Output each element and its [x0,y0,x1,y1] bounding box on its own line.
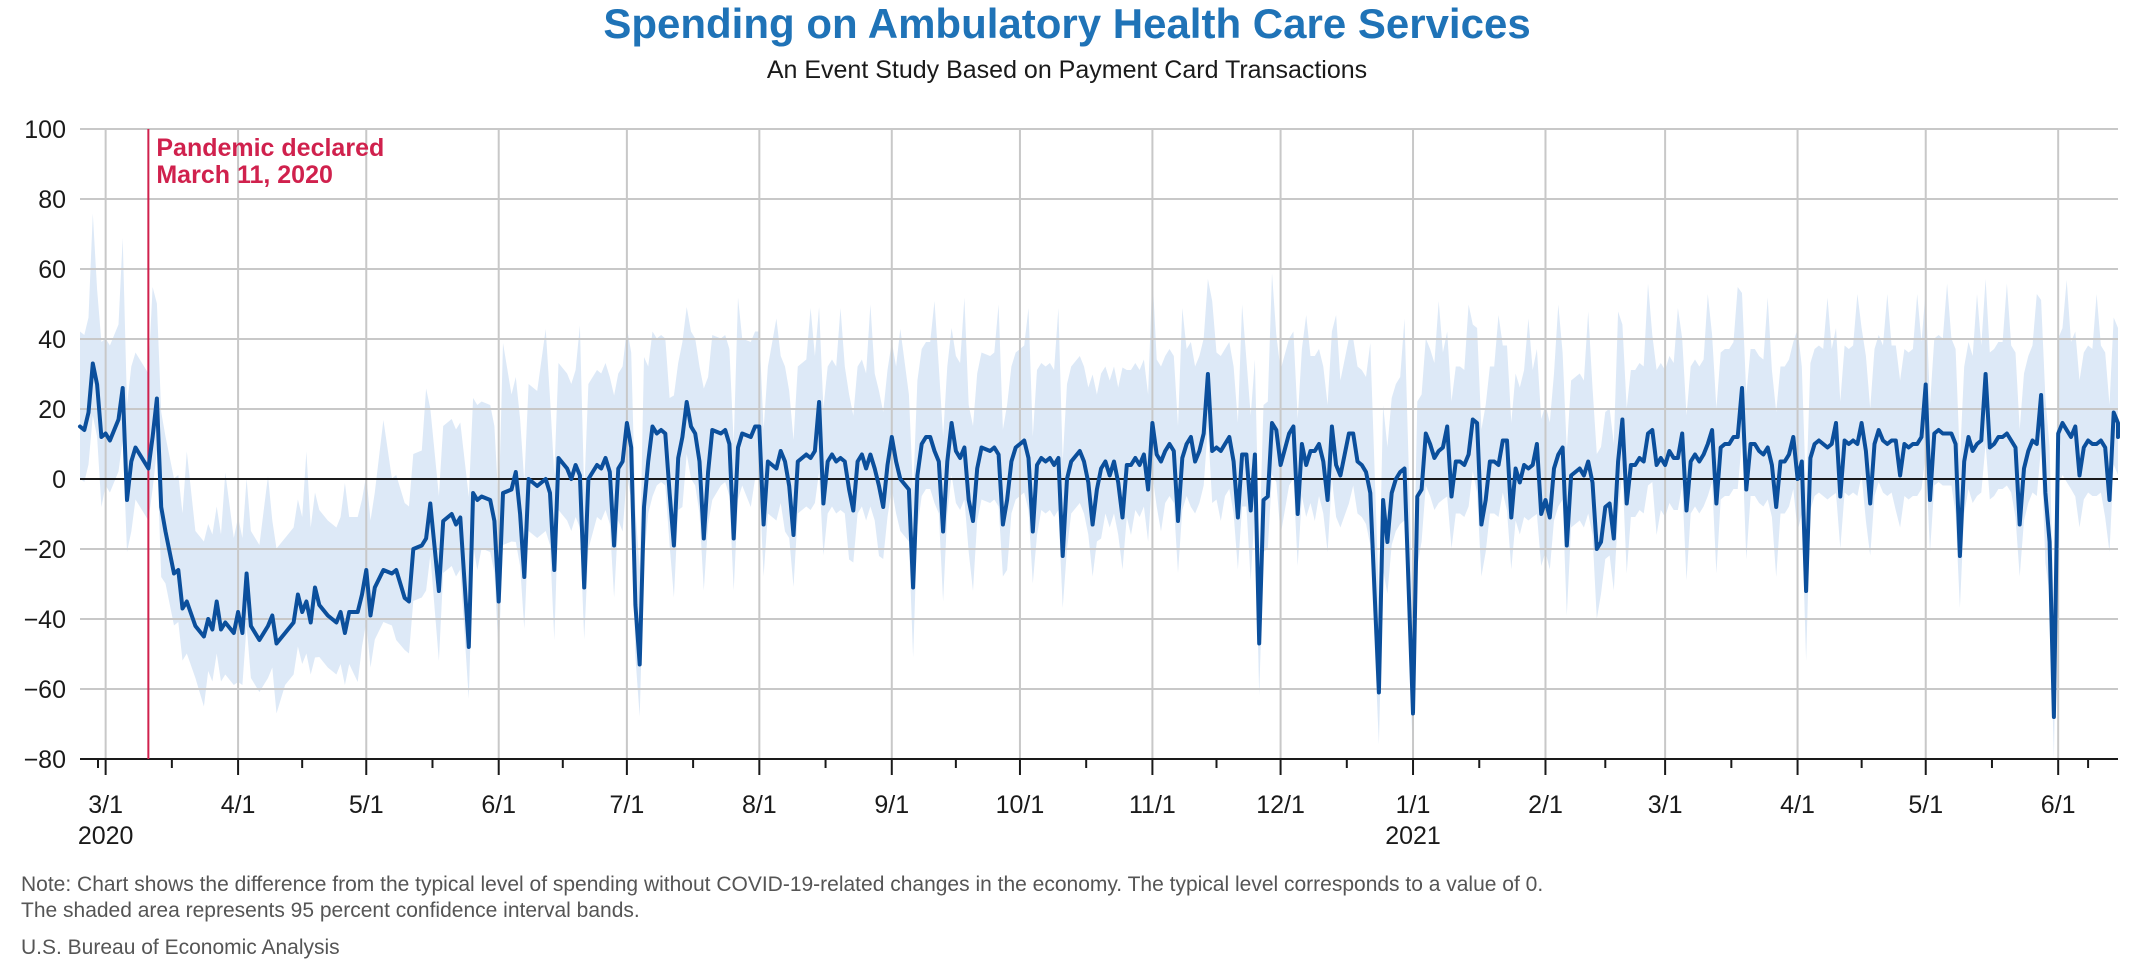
y-tick-label: 20 [38,396,66,424]
y-tick-label: 0 [52,466,66,494]
x-tick-label: 6/1 [2041,791,2076,819]
y-tick-label: 100 [24,116,66,144]
x-tick-label: 6/1 [481,791,516,819]
x-tick-label: 5/1 [1908,791,1943,819]
y-tick-label: −80 [24,746,66,774]
footnote-line-1: Note: Chart shows the difference from th… [21,873,1544,896]
x-tick-label: 9/1 [874,791,909,819]
x-tick-label: 11/1 [1129,791,1176,819]
x-tick-label: 3/1 [88,791,123,819]
tick-labels: 100 80 60 40 20 0 −20 −40 −60 −80 3/1 2020 4/1 5/1 6/1… [24,116,2076,850]
annotation-line-2: March 11, 2020 [156,161,333,189]
x-tick-label: 1/1 [1396,791,1431,819]
y-tick-label: 40 [38,326,66,354]
x-tick-label: 12/1 [1256,791,1305,819]
chart-title: Spending on Ambulatory Health Care Servi… [603,0,1531,47]
x-tick-label: 2/1 [1528,791,1563,819]
x-tick-label: 4/1 [221,791,256,819]
chart-subtitle: An Event Study Based on Payment Card Tra… [766,56,1368,84]
x-tick-label: 4/1 [1780,791,1815,819]
series-line [78,361,2120,719]
y-tick-label: −20 [24,536,66,564]
x-tick-label: 10/1 [996,791,1045,819]
x-tick-label: 8/1 [742,791,777,819]
source-credit: U.S. Bureau of Economic Analysis [21,936,340,959]
footnote-line-2: The shaded area represents 95 percent co… [21,899,640,922]
y-tick-label: −60 [24,676,66,704]
x-tick-label: 3/1 [1648,791,1683,819]
y-tick-label: −40 [24,606,66,634]
x-year-label: 2021 [1385,822,1441,850]
y-tick-label: 60 [38,256,66,284]
annotation-line-1: Pandemic declared [156,134,384,162]
x-tick-label: 5/1 [349,791,384,819]
x-tick-label: 7/1 [610,791,645,819]
y-tick-label: 80 [38,186,66,214]
series-line-layer [78,361,2120,719]
x-year-label: 2020 [78,822,134,850]
